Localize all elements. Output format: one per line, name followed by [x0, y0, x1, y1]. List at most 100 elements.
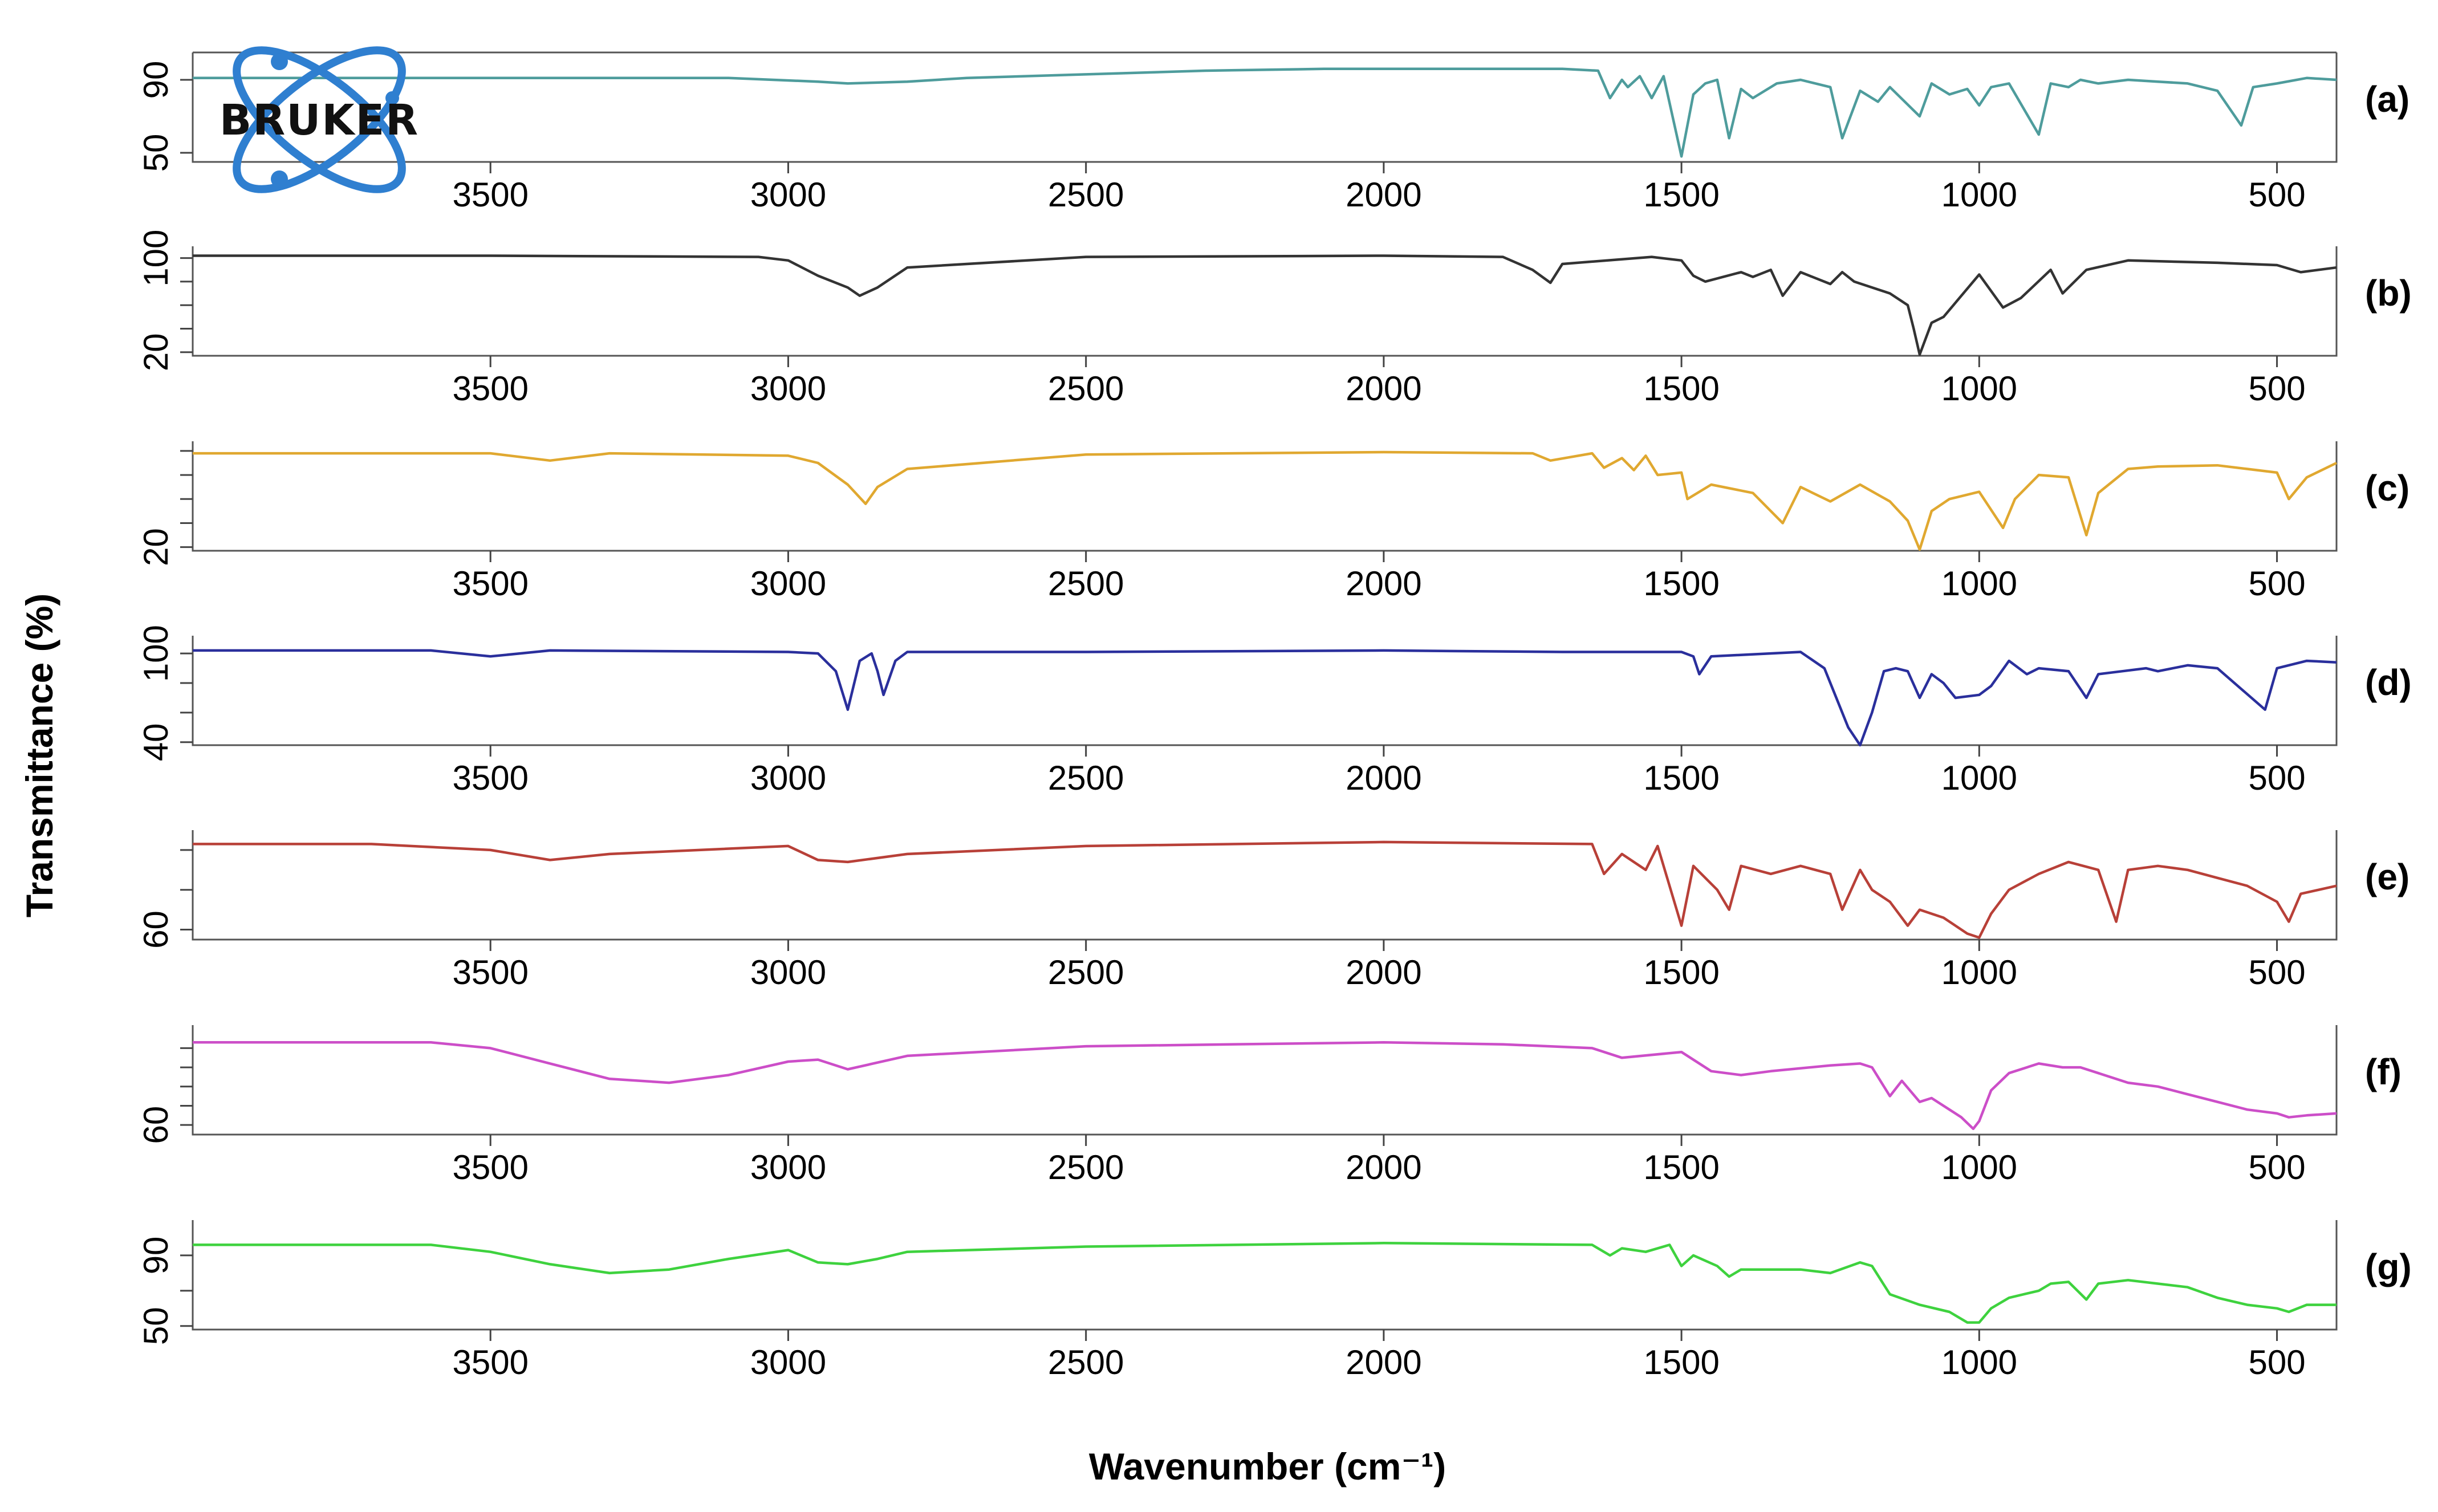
x-tick-label-5-1: 3000	[750, 953, 826, 991]
x-tick-label-7-0: 3500	[452, 1343, 528, 1381]
x-tick-label-6-3: 2000	[1346, 1148, 1421, 1186]
x-tick-label-7-1: 3000	[750, 1343, 826, 1381]
x-tick-label-1-0: 3500	[452, 176, 528, 214]
logo-orbit-1	[233, 46, 406, 193]
panel-2: 20 100 3500 3000 2500 2000 1500 1000 500 (b)	[137, 230, 2412, 408]
x-tick-label-2-1: 3000	[750, 369, 826, 408]
y-tick-label-6-0: 60	[137, 1106, 175, 1144]
y-tick-label-5-0: 60	[137, 911, 175, 949]
panel-5: 60 3500 3000 2500 2000 1500 1000 500 (e)	[137, 830, 2409, 991]
panel-7-frame	[192, 1220, 2338, 1331]
x-tick-label-4-1: 3000	[750, 759, 826, 797]
x-tick-label-5-2: 2500	[1048, 953, 1124, 991]
x-tick-label-2-0: 3500	[452, 369, 528, 408]
x-tick-label-1-1: 3000	[750, 176, 826, 214]
spectrum-line-5	[193, 840, 2337, 939]
x-tick-label-7-5: 1000	[1941, 1343, 2017, 1381]
x-tick-label-6-0: 3500	[452, 1148, 528, 1186]
panel-tag-5: (e)	[2365, 856, 2409, 897]
y-tick-label-7-2: 90	[137, 1237, 175, 1275]
x-tick-label-1-4: 1500	[1643, 176, 1719, 214]
x-tick-label-6-1: 3000	[750, 1148, 826, 1186]
spectrum-line-7	[193, 1242, 2337, 1324]
panel-tag-7: (g)	[2365, 1246, 2412, 1287]
panel-3: 20 3500 3000 2500 2000 1500 1000 500 (c)	[137, 441, 2409, 603]
x-tick-label-1-6: 500	[2249, 176, 2306, 214]
x-tick-label-2-2: 2500	[1048, 369, 1124, 408]
x-tick-label-1-2: 2500	[1048, 176, 1124, 214]
x-tick-label-4-2: 2500	[1048, 759, 1124, 797]
x-tick-label-3-1: 3000	[750, 564, 826, 603]
x-tick-label-2-3: 2000	[1346, 369, 1421, 408]
x-tick-label-2-4: 1500	[1643, 369, 1719, 408]
bruker-logo: BRUKER	[220, 46, 419, 193]
y-tick-label-1-0: 50	[137, 134, 175, 172]
x-tick-label-4-0: 3500	[452, 759, 528, 797]
x-tick-label-6-4: 1500	[1643, 1148, 1719, 1186]
x-tick-label-1-5: 1000	[1941, 176, 2017, 214]
panel-tag-1: (a)	[2365, 79, 2409, 120]
x-tick-label-7-3: 2000	[1346, 1343, 1421, 1381]
logo-orbit-2	[233, 46, 406, 193]
y-tick-label-2-0: 20	[137, 333, 175, 371]
panel-1-frame	[192, 52, 2338, 163]
x-tick-label-4-6: 500	[2249, 759, 2306, 797]
x-tick-label-5-5: 1000	[1941, 953, 2017, 991]
panel-3-frame	[192, 441, 2338, 552]
spectrum-line-4	[193, 649, 2337, 747]
panel-tag-4: (d)	[2365, 662, 2412, 703]
panel-5-frame	[192, 830, 2338, 941]
x-tick-label-4-3: 2000	[1346, 759, 1421, 797]
spectrum-line-6	[193, 1041, 2337, 1131]
y-tick-label-4-3: 100	[137, 625, 175, 682]
x-tick-label-7-2: 2500	[1048, 1343, 1124, 1381]
x-tick-label-6-6: 500	[2249, 1148, 2306, 1186]
panel-6: 60 3500 3000 2500 2000 1500 1000 500 (f)	[137, 1025, 2402, 1186]
x-tick-label-7-4: 1500	[1643, 1343, 1719, 1381]
panel-1: 50 90 3500 3000 2500 2000 1500 1000 500 (a)	[137, 51, 2409, 214]
y-tick-label-2-4: 100	[137, 230, 175, 287]
logo-text: BRUKER	[220, 96, 419, 145]
panel-7: 50 90 3500 3000 2500 2000 1500 1000 500 (g)	[137, 1220, 2412, 1381]
panel-4: 40 100 3500 3000 2500 2000 1500 1000 500 (d)	[137, 625, 2412, 797]
x-tick-label-4-5: 1000	[1941, 759, 2017, 797]
y-tick-label-3-0: 20	[137, 528, 175, 566]
panel-6-frame	[192, 1025, 2338, 1136]
x-tick-label-5-6: 500	[2249, 953, 2306, 991]
x-tick-label-3-5: 1000	[1941, 564, 2017, 603]
panel-tag-3: (c)	[2365, 468, 2409, 509]
y-tick-label-1-1: 90	[137, 61, 175, 99]
x-tick-label-7-6: 500	[2249, 1343, 2306, 1381]
y-tick-label-4-0: 40	[137, 723, 175, 761]
x-tick-label-5-3: 2000	[1346, 953, 1421, 991]
panel-2-frame	[192, 246, 2338, 357]
x-tick-label-4-4: 1500	[1643, 759, 1719, 797]
panel-tag-6: (f)	[2365, 1051, 2402, 1092]
x-tick-label-2-6: 500	[2249, 369, 2306, 408]
panels-layer: 50 90 3500 3000 2500 2000 1500 1000 500 (a) 20 100 3…	[137, 51, 2412, 1381]
y-axis-title: Transmittance (%)	[18, 594, 60, 917]
x-tick-label-3-0: 3500	[452, 564, 528, 603]
spectrum-line-2	[193, 254, 2337, 356]
x-tick-label-6-5: 1000	[1941, 1148, 2017, 1186]
x-tick-label-5-0: 3500	[452, 953, 528, 991]
x-tick-label-5-4: 1500	[1643, 953, 1719, 991]
y-tick-label-7-0: 50	[137, 1307, 175, 1345]
x-tick-label-3-4: 1500	[1643, 564, 1719, 603]
spectrum-line-3	[193, 450, 2337, 551]
logo-electron-2	[271, 170, 288, 188]
logo-electron-1	[271, 53, 288, 70]
x-tick-label-3-6: 500	[2249, 564, 2306, 603]
x-tick-label-6-2: 2500	[1048, 1148, 1124, 1186]
logo-electron-3	[385, 91, 399, 105]
x-axis-title: Wavenumber (cm⁻¹)	[1089, 1445, 1446, 1487]
x-tick-label-3-2: 2500	[1048, 564, 1124, 603]
panel-4-frame	[192, 636, 2338, 746]
panel-tag-2: (b)	[2365, 273, 2412, 314]
x-tick-label-3-3: 2000	[1346, 564, 1421, 603]
x-tick-label-2-5: 1000	[1941, 369, 2017, 408]
x-tick-label-1-3: 2000	[1346, 176, 1421, 214]
